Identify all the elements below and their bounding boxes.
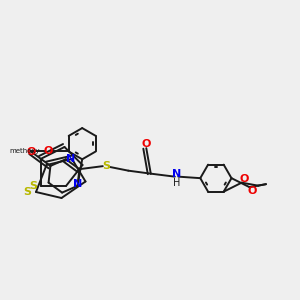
Text: N: N xyxy=(66,154,75,164)
Text: O: O xyxy=(44,146,53,157)
Text: O: O xyxy=(248,186,257,196)
Text: S: S xyxy=(102,161,110,171)
Text: S: S xyxy=(24,187,32,197)
Text: H: H xyxy=(172,178,180,188)
Text: S: S xyxy=(29,181,37,191)
Text: N: N xyxy=(172,169,181,179)
Text: methoxy: methoxy xyxy=(9,148,40,154)
Text: O: O xyxy=(240,174,249,184)
Text: N: N xyxy=(73,179,82,189)
Text: O: O xyxy=(142,139,151,149)
Text: O: O xyxy=(26,147,36,157)
